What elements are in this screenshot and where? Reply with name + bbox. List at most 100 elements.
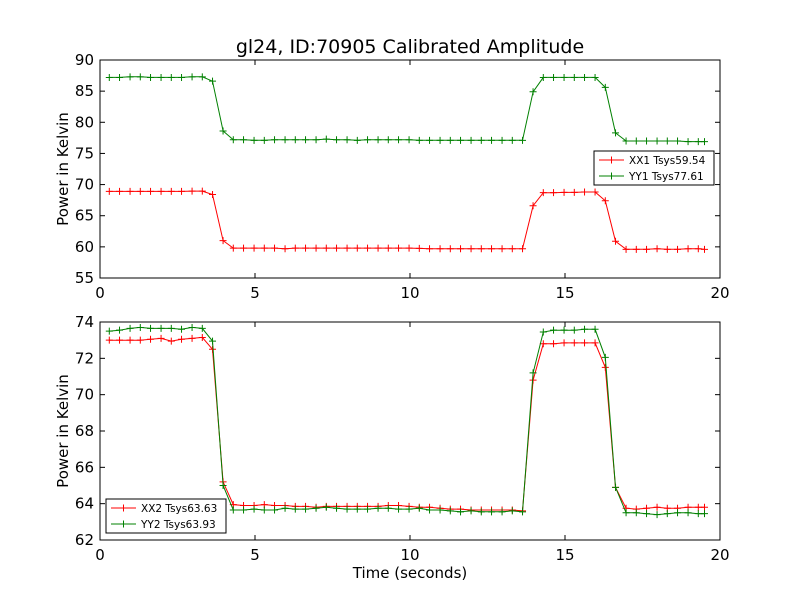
x-tick-label: 5	[250, 284, 260, 302]
data-point	[653, 245, 661, 253]
data-point	[560, 339, 568, 347]
legend-label: XX2 Tsys63.63	[141, 503, 217, 515]
data-point	[343, 136, 351, 144]
y-tick-label: 70	[75, 386, 94, 404]
x-tick-label: 15	[555, 546, 574, 564]
data-point	[477, 136, 485, 144]
data-point	[229, 136, 237, 144]
data-point	[374, 136, 382, 144]
data-point	[302, 505, 310, 513]
data-point	[519, 136, 527, 144]
data-point	[178, 187, 186, 195]
data-point	[570, 73, 578, 81]
data-point	[136, 73, 144, 81]
data-point	[457, 508, 465, 516]
data-point	[405, 136, 413, 144]
data-point	[312, 244, 320, 252]
data-point	[219, 237, 227, 245]
data-point	[147, 335, 155, 343]
bottom-subplot: 0 5 10 15 20 62 64 66 68 70 72 74 Power in Kelvin Tim…	[54, 313, 730, 582]
data-point	[353, 244, 361, 252]
data-point	[219, 482, 227, 489]
data-point	[178, 335, 186, 343]
data-point	[167, 324, 175, 332]
data-point	[701, 503, 708, 511]
data-point	[291, 136, 299, 144]
data-point	[436, 245, 444, 253]
legend-marker	[608, 156, 615, 164]
data-point	[601, 363, 609, 371]
data-point	[684, 509, 692, 517]
y-tick-label: 66	[75, 458, 94, 476]
data-point	[467, 136, 475, 144]
data-point	[622, 137, 630, 145]
legend-label: XX1 Tsys59.54	[629, 155, 706, 167]
data-point	[260, 506, 268, 514]
data-point	[701, 245, 708, 253]
data-point	[539, 328, 547, 336]
data-point	[260, 136, 268, 144]
data-point	[157, 334, 165, 342]
data-point	[312, 136, 320, 144]
legend-box	[593, 150, 715, 186]
data-point	[178, 73, 186, 81]
data-point	[209, 191, 217, 199]
data-point	[643, 137, 651, 145]
data-point	[250, 505, 258, 513]
data-point	[126, 73, 134, 81]
data-point	[353, 505, 361, 513]
data-point	[374, 504, 382, 512]
data-point	[415, 504, 423, 512]
y-tick-label: 90	[75, 51, 94, 69]
data-point	[591, 325, 599, 333]
data-point	[570, 339, 578, 347]
data-point	[591, 188, 599, 196]
data-point	[701, 138, 708, 146]
data-point	[498, 245, 506, 253]
data-point	[353, 136, 361, 144]
data-point	[550, 340, 558, 348]
data-point	[157, 324, 165, 332]
data-point	[446, 507, 454, 515]
data-point	[519, 508, 527, 516]
x-axis-label: Time (seconds)	[352, 564, 468, 582]
data-point	[116, 336, 124, 344]
data-point	[488, 508, 496, 516]
data-point	[105, 73, 113, 81]
data-point	[436, 136, 444, 144]
data-point	[653, 503, 661, 511]
legend-label: YY2 Tsys63.93	[140, 519, 216, 531]
data-point	[446, 136, 454, 144]
data-point	[581, 73, 589, 81]
data-point	[116, 326, 124, 334]
data-point	[643, 510, 651, 518]
data-point	[343, 244, 351, 252]
data-point	[529, 88, 537, 96]
data-point	[333, 504, 341, 512]
data-point	[188, 334, 196, 342]
data-point	[601, 197, 609, 205]
x-tick-label: 15	[555, 284, 574, 302]
figure-title: gl24, ID:70905 Calibrated Amplitude	[236, 36, 584, 58]
y-tick-label: 60	[75, 238, 94, 256]
data-point	[632, 137, 640, 145]
data-point	[581, 325, 589, 333]
data-point	[560, 73, 568, 81]
data-point	[281, 245, 289, 253]
data-point	[116, 187, 124, 195]
data-point	[147, 187, 155, 195]
data-point	[426, 136, 434, 144]
data-point	[333, 136, 341, 144]
y-tick-label: 55	[75, 269, 94, 287]
data-point	[157, 187, 165, 195]
data-point	[374, 244, 382, 252]
data-point	[229, 506, 237, 514]
y-axis-label: Power in Kelvin	[54, 112, 72, 226]
data-point	[219, 127, 227, 135]
data-point	[457, 136, 465, 144]
data-point	[426, 506, 434, 514]
data-point	[322, 503, 330, 511]
y-tick-label: 62	[75, 531, 94, 549]
data-point	[167, 187, 175, 195]
